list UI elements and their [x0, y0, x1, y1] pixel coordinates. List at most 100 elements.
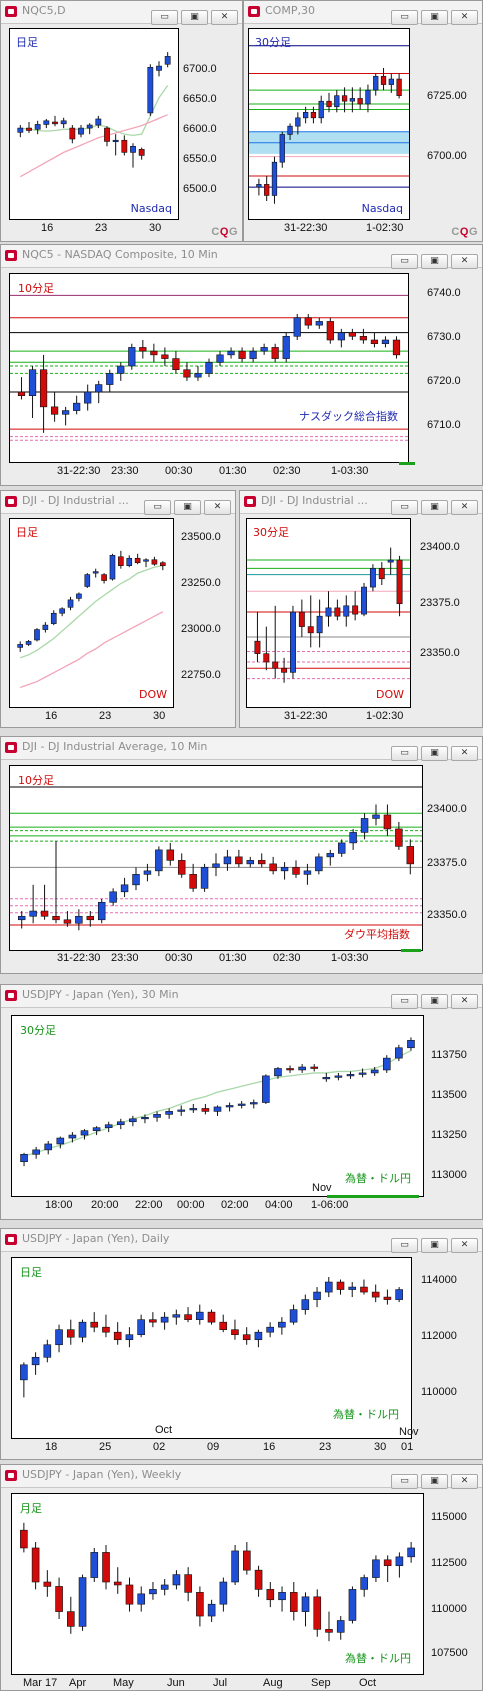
minimize-button[interactable]: ▭ [391, 254, 418, 269]
close-button[interactable]: ✕ [451, 10, 478, 25]
window-titlebar[interactable]: NQC5 - NASDAQ Composite, 10 Min ▭ ▣ ✕ [1, 245, 482, 269]
candlestick-chart [249, 45, 409, 204]
minimize-button[interactable]: ▭ [151, 10, 178, 25]
minimize-button[interactable]: ▭ [391, 1474, 418, 1489]
window-titlebar[interactable]: NQC5,D ▭ ▣ ✕ [1, 1, 242, 25]
maximize-button[interactable]: ▣ [421, 500, 448, 515]
minimize-button[interactable]: ▭ [391, 994, 418, 1009]
plot-area[interactable]: 10分足 ナスダック総合指数 [9, 273, 409, 463]
maximize-button[interactable]: ▣ [421, 254, 448, 269]
minimize-button[interactable]: ▭ [144, 500, 171, 515]
candle-body [172, 1574, 181, 1586]
candle-body [118, 556, 124, 566]
plot-area[interactable]: 30分足 DOW [246, 518, 411, 708]
maximize-button[interactable]: ▣ [421, 994, 448, 1009]
minimize-button[interactable]: ▭ [391, 746, 418, 761]
x-tick: 23 [319, 1441, 332, 1453]
period-label: 10分足 [18, 282, 54, 295]
maximize-button[interactable]: ▣ [421, 1238, 448, 1253]
candle-body [26, 127, 32, 131]
candle-body [159, 562, 166, 566]
candle-body [315, 321, 323, 326]
candle-body [334, 1075, 343, 1078]
cqg-app-icon [5, 1234, 17, 1245]
candle-body [231, 1550, 239, 1583]
plot-area[interactable]: 30分足 Nasdaq [248, 28, 410, 220]
chart-window[interactable]: NQC5 - NASDAQ Composite, 10 Min ▭ ▣ ✕ 10分足… [0, 244, 483, 486]
maximize-button[interactable]: ▣ [181, 10, 208, 25]
minimize-button[interactable]: ▭ [391, 1238, 418, 1253]
chart-window[interactable]: DJI - DJ Industrial Average, 10 Min ▭ ▣ ✕ … [0, 736, 483, 974]
period-label: 日足 [16, 36, 38, 49]
window-titlebar[interactable]: USDJPY - Japan (Yen), 30 Min ▭ ▣ ✕ [1, 985, 482, 1009]
candle-body [55, 1586, 63, 1612]
candle-body [289, 1309, 298, 1323]
window-titlebar[interactable]: COMP,30 ▭ ▣ ✕ [244, 1, 482, 25]
candle-body [20, 1154, 28, 1163]
candle-body [392, 339, 401, 356]
candle-body [286, 1068, 294, 1071]
plot-area[interactable]: 10分足 ダウ平均指数 [9, 765, 423, 951]
x-tick: 04:00 [265, 1199, 293, 1211]
candle-body [196, 1592, 204, 1617]
window-titlebar[interactable]: USDJPY - Japan (Yen), Weekly ▭ ▣ ✕ [1, 1465, 482, 1489]
maximize-button[interactable]: ▣ [421, 1474, 448, 1489]
candle-body [166, 849, 175, 861]
window-titlebar[interactable]: DJI - DJ Industrial ... ▭ ▣ ✕ [240, 491, 482, 515]
candle-body [31, 1547, 40, 1583]
candle-body [90, 1552, 99, 1578]
close-button[interactable]: ✕ [451, 1238, 478, 1253]
candle-body [156, 65, 162, 71]
candle-body [395, 828, 403, 847]
minimize-button[interactable]: ▭ [391, 10, 418, 25]
candle-body [301, 1596, 310, 1612]
maximize-button[interactable]: ▣ [421, 746, 448, 761]
candle-body [254, 1331, 263, 1341]
close-button[interactable]: ✕ [451, 746, 478, 761]
candle-body [43, 1344, 52, 1358]
chart-window[interactable]: COMP,30 ▭ ▣ ✕ 30分足 Nasdaq 6725.00 6700.00 … [243, 0, 483, 242]
candle-body [39, 369, 48, 408]
window-titlebar[interactable]: DJI - DJ Industrial ... ▭ ▣ ✕ [1, 491, 235, 515]
chart-window[interactable]: USDJPY - Japan (Yen), 30 Min ▭ ▣ ✕ 30分足 為替… [0, 984, 483, 1220]
candle-body [67, 599, 74, 608]
window-titlebar[interactable]: USDJPY - Japan (Yen), Daily ▭ ▣ ✕ [1, 1229, 482, 1253]
window-titlebar[interactable]: DJI - DJ Industrial Average, 10 Min ▭ ▣ ✕ [1, 737, 482, 761]
close-button[interactable]: ✕ [451, 254, 478, 269]
candle-body [20, 1364, 28, 1381]
chart-window[interactable]: USDJPY - Japan (Yen), Weekly ▭ ▣ ✕ 月足 為替・ド… [0, 1464, 483, 1691]
candle-body [67, 1611, 75, 1627]
close-button[interactable]: ✕ [451, 1474, 478, 1489]
chart-window[interactable]: DJI - DJ Industrial ... ▭ ▣ ✕ 日足 DOW 23500… [0, 490, 236, 728]
candle-body [128, 347, 136, 367]
candle-body [134, 557, 141, 564]
plot-area[interactable]: 日足 為替・ドル円 Oct [11, 1257, 412, 1439]
close-button[interactable]: ✕ [204, 500, 231, 515]
source-label: Nasdaq [361, 202, 403, 215]
x-tick: Aug [263, 1677, 283, 1689]
close-button[interactable]: ✕ [211, 10, 238, 25]
candle-body [52, 915, 60, 921]
candle-body [165, 1111, 173, 1115]
close-button[interactable]: ✕ [451, 994, 478, 1009]
candle-body [371, 1291, 380, 1298]
candle-body [78, 127, 84, 135]
close-button[interactable]: ✕ [451, 500, 478, 515]
scroll-indicator [401, 949, 421, 952]
plot-area[interactable]: 日足 Nasdaq [9, 28, 179, 220]
plot-area[interactable]: 日足 DOW [9, 518, 174, 708]
chart-window[interactable]: DJI - DJ Industrial ... ▭ ▣ ✕ 30分足 DOW 234… [239, 490, 483, 728]
candle-body [346, 1074, 355, 1077]
candle-body [238, 350, 246, 359]
plot-area[interactable]: 30分足 為替・ドル円 Nov [11, 1015, 424, 1197]
maximize-button[interactable]: ▣ [421, 10, 448, 25]
y-tick: 23350.0 [427, 909, 467, 921]
chart-window[interactable]: NQC5,D ▭ ▣ ✕ 日足 Nasdaq 6700.0 6650.0 6600.… [0, 0, 243, 242]
y-tick: 6725.00 [427, 90, 467, 102]
candle-body [59, 608, 65, 614]
chart-window[interactable]: USDJPY - Japan (Yen), Daily ▭ ▣ ✕ 日足 為替・ドル… [0, 1228, 483, 1460]
minimize-button[interactable]: ▭ [391, 500, 418, 515]
plot-area[interactable]: 月足 為替・ドル円 [11, 1493, 424, 1675]
candle-body [378, 568, 385, 580]
maximize-button[interactable]: ▣ [174, 500, 201, 515]
